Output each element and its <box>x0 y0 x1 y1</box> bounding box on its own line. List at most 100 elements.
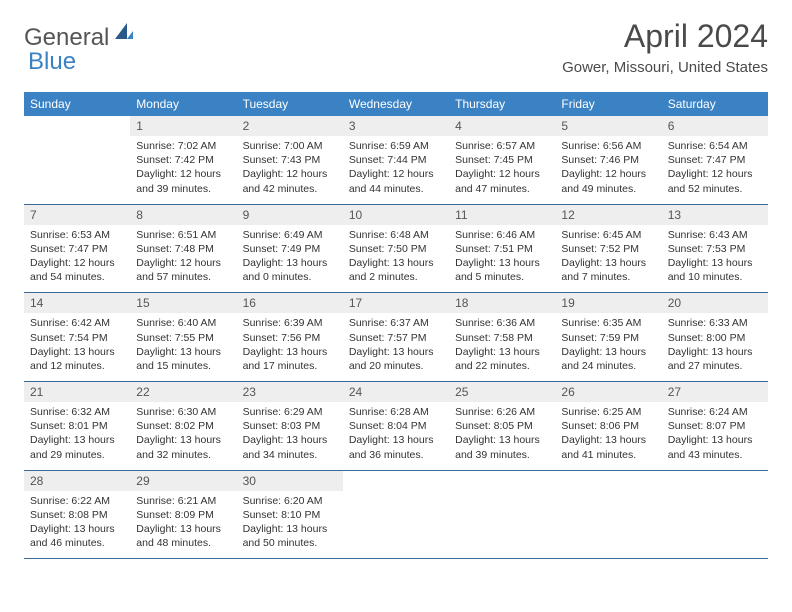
day-detail-cell: Sunrise: 6:57 AMSunset: 7:45 PMDaylight:… <box>449 136 555 204</box>
sunrise-text: Sunrise: 6:26 AM <box>455 405 549 419</box>
day-number-cell: 9 <box>237 204 343 225</box>
day-number-cell: 23 <box>237 382 343 403</box>
sunrise-text: Sunrise: 6:25 AM <box>561 405 655 419</box>
daylight-text: Daylight: 13 hours and 27 minutes. <box>668 345 762 373</box>
daylight-text: Daylight: 13 hours and 36 minutes. <box>349 433 443 461</box>
sunrise-text: Sunrise: 6:43 AM <box>668 228 762 242</box>
day-detail-cell: Sunrise: 6:21 AMSunset: 8:09 PMDaylight:… <box>130 491 236 559</box>
sunset-text: Sunset: 8:07 PM <box>668 419 762 433</box>
day-detail-cell: Sunrise: 6:56 AMSunset: 7:46 PMDaylight:… <box>555 136 661 204</box>
day-detail-cell <box>449 491 555 559</box>
day-detail-cell: Sunrise: 6:26 AMSunset: 8:05 PMDaylight:… <box>449 402 555 470</box>
day-detail-cell: Sunrise: 6:54 AMSunset: 7:47 PMDaylight:… <box>662 136 768 204</box>
day-detail-cell: Sunrise: 6:40 AMSunset: 7:55 PMDaylight:… <box>130 313 236 381</box>
sunrise-text: Sunrise: 6:24 AM <box>668 405 762 419</box>
day-detail-cell: Sunrise: 6:59 AMSunset: 7:44 PMDaylight:… <box>343 136 449 204</box>
day-number-cell: 16 <box>237 293 343 314</box>
day-number-cell: 5 <box>555 116 661 136</box>
day-detail-cell: Sunrise: 6:32 AMSunset: 8:01 PMDaylight:… <box>24 402 130 470</box>
daynum-row: 78910111213 <box>24 204 768 225</box>
sunset-text: Sunset: 7:55 PM <box>136 331 230 345</box>
sunset-text: Sunset: 7:58 PM <box>455 331 549 345</box>
sunrise-text: Sunrise: 6:59 AM <box>349 139 443 153</box>
day-number-cell <box>343 470 449 491</box>
sunset-text: Sunset: 7:54 PM <box>30 331 124 345</box>
sunset-text: Sunset: 7:45 PM <box>455 153 549 167</box>
sunset-text: Sunset: 7:47 PM <box>668 153 762 167</box>
daynum-row: 14151617181920 <box>24 293 768 314</box>
sunrise-text: Sunrise: 6:48 AM <box>349 228 443 242</box>
sunrise-text: Sunrise: 6:57 AM <box>455 139 549 153</box>
sunset-text: Sunset: 7:53 PM <box>668 242 762 256</box>
sunrise-text: Sunrise: 6:37 AM <box>349 316 443 330</box>
daylight-text: Daylight: 13 hours and 0 minutes. <box>243 256 337 284</box>
day-number-cell: 3 <box>343 116 449 136</box>
sunrise-text: Sunrise: 6:20 AM <box>243 494 337 508</box>
day-detail-cell: Sunrise: 6:20 AMSunset: 8:10 PMDaylight:… <box>237 491 343 559</box>
dow-header: Friday <box>555 92 661 116</box>
day-detail-cell: Sunrise: 6:25 AMSunset: 8:06 PMDaylight:… <box>555 402 661 470</box>
sunset-text: Sunset: 8:09 PM <box>136 508 230 522</box>
day-number-cell: 30 <box>237 470 343 491</box>
dow-header: Monday <box>130 92 236 116</box>
sunrise-text: Sunrise: 6:22 AM <box>30 494 124 508</box>
detail-row: Sunrise: 6:53 AMSunset: 7:47 PMDaylight:… <box>24 225 768 293</box>
sunset-text: Sunset: 7:51 PM <box>455 242 549 256</box>
sunset-text: Sunset: 8:00 PM <box>668 331 762 345</box>
sunrise-text: Sunrise: 6:28 AM <box>349 405 443 419</box>
day-number-cell: 12 <box>555 204 661 225</box>
daylight-text: Daylight: 12 hours and 39 minutes. <box>136 167 230 195</box>
sunset-text: Sunset: 8:02 PM <box>136 419 230 433</box>
daylight-text: Daylight: 12 hours and 52 minutes. <box>668 167 762 195</box>
dow-header: Saturday <box>662 92 768 116</box>
sunrise-text: Sunrise: 6:32 AM <box>30 405 124 419</box>
day-detail-cell: Sunrise: 6:45 AMSunset: 7:52 PMDaylight:… <box>555 225 661 293</box>
day-number-cell: 25 <box>449 382 555 403</box>
daylight-text: Daylight: 13 hours and 20 minutes. <box>349 345 443 373</box>
logo-sail-icon <box>113 21 135 48</box>
sunset-text: Sunset: 7:56 PM <box>243 331 337 345</box>
day-detail-cell: Sunrise: 7:00 AMSunset: 7:43 PMDaylight:… <box>237 136 343 204</box>
daylight-text: Daylight: 13 hours and 12 minutes. <box>30 345 124 373</box>
detail-row: Sunrise: 6:42 AMSunset: 7:54 PMDaylight:… <box>24 313 768 381</box>
day-detail-cell: Sunrise: 7:02 AMSunset: 7:42 PMDaylight:… <box>130 136 236 204</box>
sunrise-text: Sunrise: 6:21 AM <box>136 494 230 508</box>
sunset-text: Sunset: 8:05 PM <box>455 419 549 433</box>
calendar-table: SundayMondayTuesdayWednesdayThursdayFrid… <box>24 92 768 559</box>
day-number-cell: 7 <box>24 204 130 225</box>
sunrise-text: Sunrise: 7:00 AM <box>243 139 337 153</box>
sunrise-text: Sunrise: 7:02 AM <box>136 139 230 153</box>
sunrise-text: Sunrise: 6:39 AM <box>243 316 337 330</box>
detail-row: Sunrise: 6:32 AMSunset: 8:01 PMDaylight:… <box>24 402 768 470</box>
sunset-text: Sunset: 7:57 PM <box>349 331 443 345</box>
day-detail-cell: Sunrise: 6:33 AMSunset: 8:00 PMDaylight:… <box>662 313 768 381</box>
sunset-text: Sunset: 7:44 PM <box>349 153 443 167</box>
sunrise-text: Sunrise: 6:33 AM <box>668 316 762 330</box>
day-number-cell: 2 <box>237 116 343 136</box>
sunset-text: Sunset: 7:42 PM <box>136 153 230 167</box>
sunset-text: Sunset: 7:47 PM <box>30 242 124 256</box>
daylight-text: Daylight: 13 hours and 29 minutes. <box>30 433 124 461</box>
sunset-text: Sunset: 7:49 PM <box>243 242 337 256</box>
header: General April 2024 Gower, Missouri, Unit… <box>24 18 768 76</box>
daylight-text: Daylight: 12 hours and 42 minutes. <box>243 167 337 195</box>
day-detail-cell: Sunrise: 6:22 AMSunset: 8:08 PMDaylight:… <box>24 491 130 559</box>
day-number-cell <box>555 470 661 491</box>
daylight-text: Daylight: 13 hours and 17 minutes. <box>243 345 337 373</box>
day-number-cell: 27 <box>662 382 768 403</box>
sunset-text: Sunset: 8:01 PM <box>30 419 124 433</box>
sunrise-text: Sunrise: 6:29 AM <box>243 405 337 419</box>
sunset-text: Sunset: 8:08 PM <box>30 508 124 522</box>
daylight-text: Daylight: 13 hours and 43 minutes. <box>668 433 762 461</box>
dow-header: Wednesday <box>343 92 449 116</box>
daylight-text: Daylight: 12 hours and 47 minutes. <box>455 167 549 195</box>
daylight-text: Daylight: 13 hours and 10 minutes. <box>668 256 762 284</box>
sunset-text: Sunset: 7:48 PM <box>136 242 230 256</box>
sunset-text: Sunset: 7:43 PM <box>243 153 337 167</box>
sunrise-text: Sunrise: 6:42 AM <box>30 316 124 330</box>
sunrise-text: Sunrise: 6:36 AM <box>455 316 549 330</box>
daynum-row: 123456 <box>24 116 768 136</box>
daylight-text: Daylight: 13 hours and 48 minutes. <box>136 522 230 550</box>
day-number-cell: 8 <box>130 204 236 225</box>
logo-text-blue: Blue <box>28 48 76 76</box>
